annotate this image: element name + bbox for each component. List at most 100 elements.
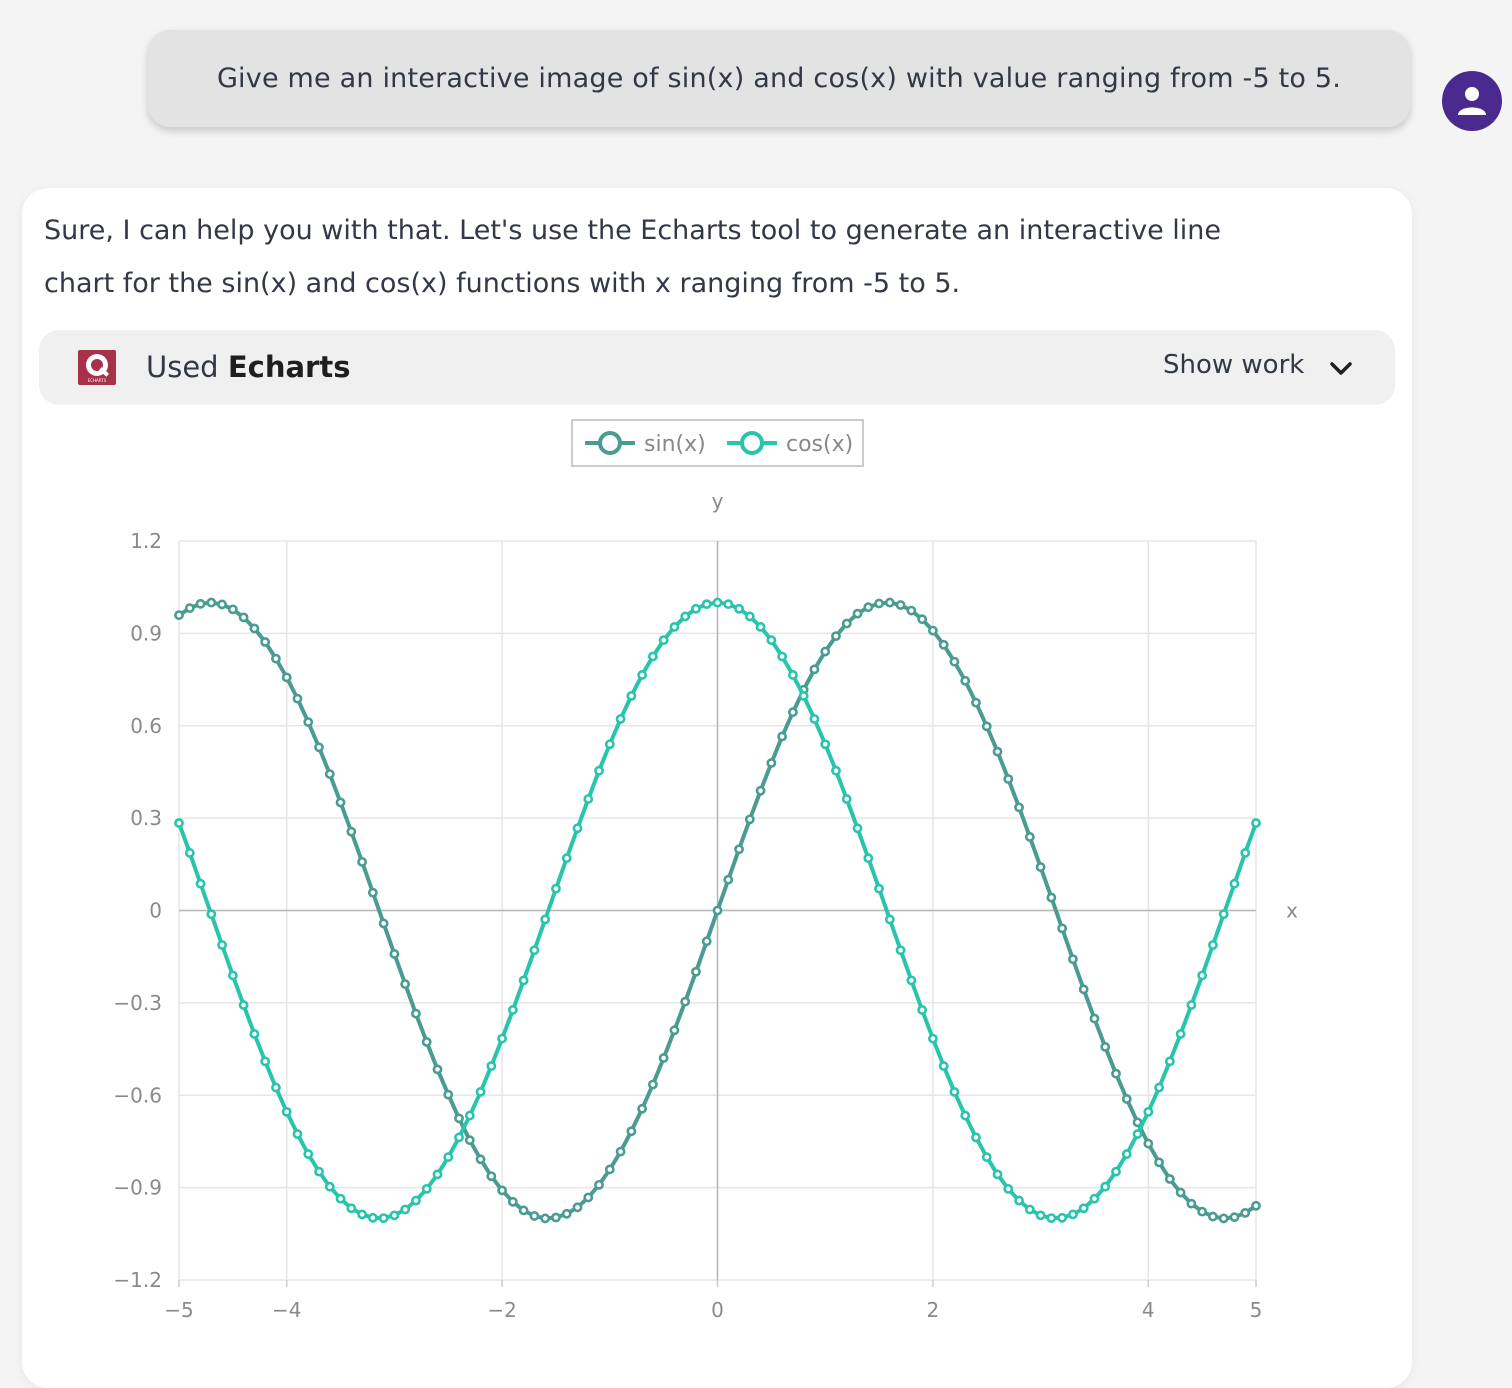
data-point	[874, 883, 884, 894]
data-point	[917, 1005, 928, 1015]
data-point	[712, 597, 723, 608]
show-work-button[interactable]: Show work	[1163, 350, 1305, 380]
data-point	[1078, 984, 1089, 995]
data-point	[346, 1203, 357, 1214]
y-tick-label: 1.2	[130, 529, 162, 553]
data-point	[1024, 832, 1035, 842]
data-point	[421, 1183, 432, 1194]
data-point	[928, 1033, 938, 1044]
data-point	[1046, 1213, 1057, 1224]
chart-series	[174, 597, 1261, 1224]
data-point	[335, 1193, 346, 1204]
data-point	[971, 697, 981, 708]
data-point	[271, 653, 281, 664]
data-point	[1014, 802, 1024, 813]
data-point	[1218, 909, 1229, 920]
data-point	[486, 1171, 497, 1182]
chevron-down-icon[interactable]	[1329, 361, 1353, 377]
data-point	[324, 1181, 335, 1192]
data-point	[454, 1132, 464, 1143]
data-point	[1121, 1094, 1132, 1104]
data-point	[292, 693, 303, 704]
data-point	[389, 949, 400, 959]
x-tick-label: 2	[927, 1298, 940, 1322]
data-point	[475, 1154, 486, 1165]
data-point	[615, 1146, 626, 1157]
data-point	[992, 746, 1003, 757]
data-point	[949, 656, 960, 667]
data-point	[464, 1110, 475, 1121]
data-point	[227, 604, 238, 615]
data-point	[572, 1202, 583, 1213]
data-point	[960, 1110, 971, 1121]
data-point	[1240, 848, 1251, 858]
data-point	[561, 853, 572, 864]
data-point	[647, 1079, 658, 1090]
data-point	[734, 844, 744, 855]
data-point	[454, 1113, 464, 1124]
data-point	[1251, 1200, 1261, 1211]
data-point	[195, 878, 206, 889]
data-point	[497, 1185, 507, 1196]
data-point	[367, 1212, 378, 1223]
data-point	[938, 1061, 949, 1071]
data-point	[174, 610, 184, 621]
y-tick-label: −0.9	[113, 1176, 162, 1200]
data-point	[260, 1056, 271, 1067]
x-tick-label: −2	[487, 1298, 516, 1322]
y-tick-label: 0.9	[130, 621, 162, 645]
data-point	[928, 625, 938, 636]
y-tick-label: −0.6	[113, 1083, 162, 1107]
data-point	[174, 818, 184, 828]
data-point	[529, 1211, 540, 1221]
data-point	[238, 612, 249, 623]
data-point	[335, 797, 346, 808]
data-point	[281, 672, 292, 683]
tool-used-prefix: Used	[146, 350, 219, 384]
data-point	[367, 887, 378, 898]
data-point	[701, 599, 712, 610]
data-point	[1229, 1212, 1240, 1223]
data-point	[723, 599, 734, 610]
y-tick-label: −1.2	[113, 1268, 162, 1292]
data-point	[637, 670, 648, 680]
data-point	[960, 675, 971, 686]
legend-entry-label: cos(x)	[786, 432, 853, 457]
data-point	[378, 918, 389, 929]
data-point	[507, 1196, 518, 1207]
data-point	[755, 622, 766, 632]
data-point	[755, 785, 766, 796]
data-point	[917, 614, 928, 625]
data-point	[206, 597, 217, 608]
data-point	[604, 1164, 615, 1175]
tool-usage-bar: ECHARTS Used Echarts Show work	[39, 330, 1395, 405]
data-point	[1154, 1157, 1164, 1168]
data-point	[1175, 1187, 1186, 1198]
data-point	[637, 1103, 648, 1114]
data-point	[971, 1132, 981, 1143]
line-chart[interactable]: 1.2 0.9 0.6 0.3 0 −0.3 −0.6 −0.9 −1.2−5 −4 −2 0 2 4 5 y…	[0, 0, 1512, 1344]
data-point	[1240, 1207, 1251, 1218]
data-point	[518, 975, 529, 986]
data-point	[507, 1005, 518, 1015]
data-point	[421, 1037, 432, 1047]
data-point	[787, 707, 798, 718]
data-point	[1068, 1209, 1078, 1220]
data-point	[551, 1212, 561, 1223]
data-point	[852, 823, 863, 834]
data-point	[260, 637, 271, 647]
data-point	[411, 1195, 421, 1206]
assistant-text-line-2: chart for the sin(x) and cos(x) function…	[44, 268, 961, 299]
user-avatar[interactable]	[1442, 71, 1502, 131]
data-point	[400, 979, 411, 989]
data-point	[1068, 954, 1078, 965]
data-point	[314, 742, 324, 753]
data-point	[206, 909, 217, 920]
data-point	[432, 1169, 443, 1180]
data-point	[841, 794, 852, 804]
x-tick-label: −5	[164, 1298, 193, 1322]
data-point	[1197, 1206, 1208, 1217]
data-point	[529, 945, 540, 956]
data-point	[184, 848, 195, 858]
y-tick-label: 0.6	[130, 714, 162, 738]
